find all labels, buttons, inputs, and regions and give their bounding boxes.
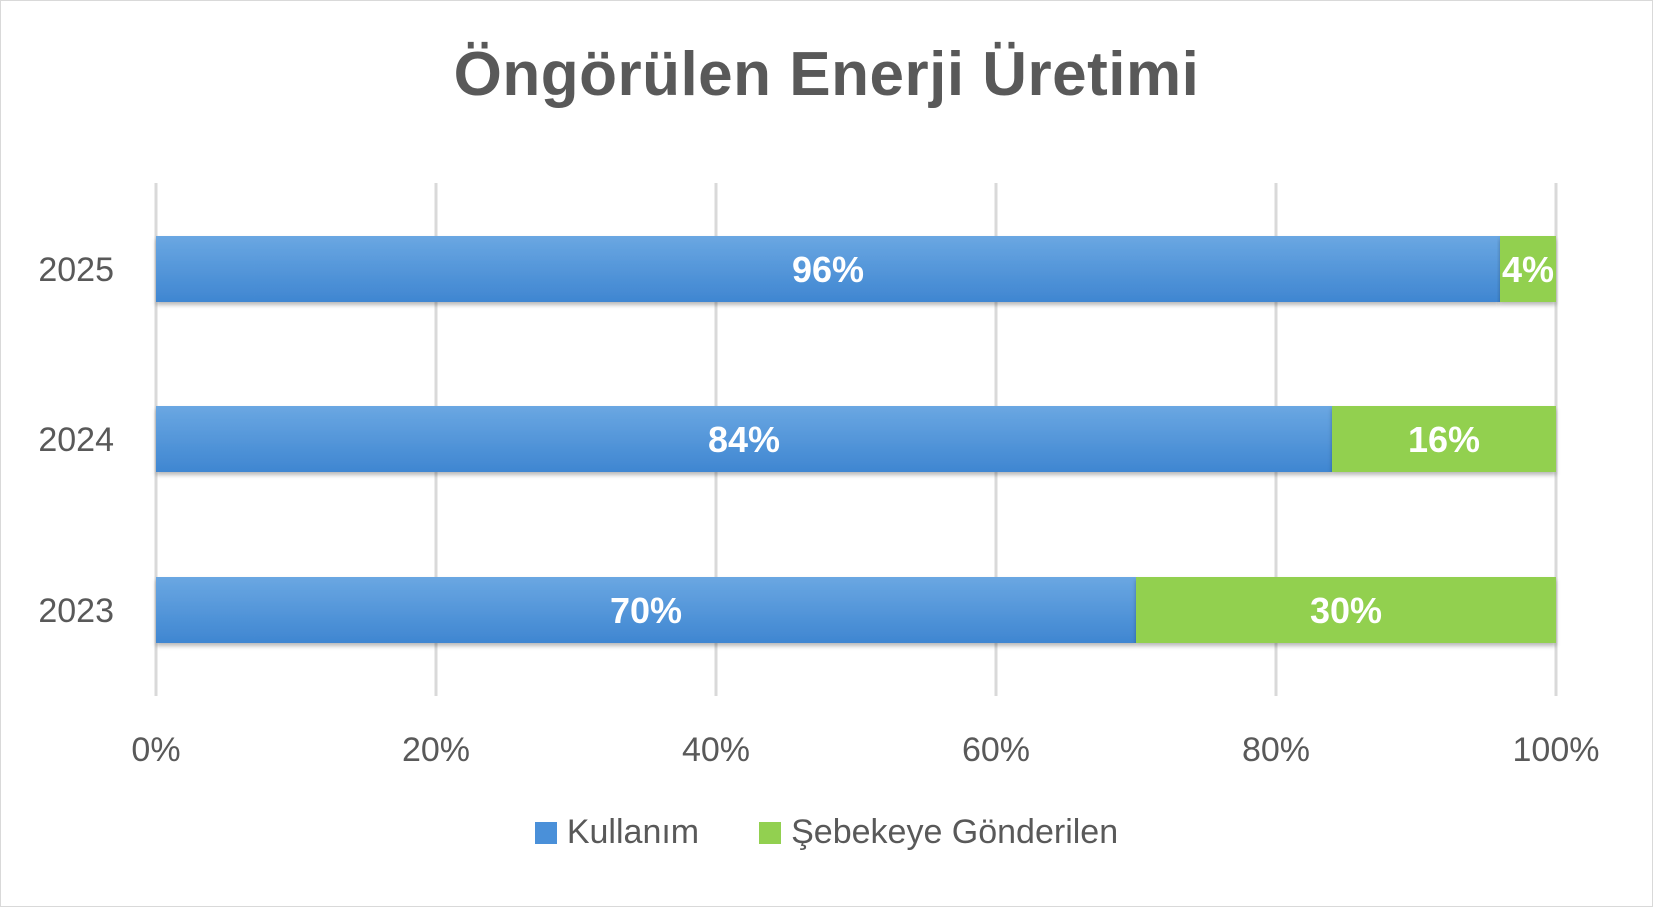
y-tick-label: 2023 — [38, 592, 114, 630]
y-tick-label: 2025 — [38, 251, 114, 289]
x-tick-label: 80% — [1242, 731, 1310, 769]
bar-2024-kullanim — [156, 406, 1332, 472]
bar-2025-kullanim — [156, 236, 1500, 302]
legend-swatch-kullanim — [534, 821, 557, 844]
bars — [156, 236, 1556, 643]
bar-2024-sebekeye-gonderilen — [1332, 406, 1556, 472]
chart-title: Öngörülen Enerji Üretimi — [453, 40, 1200, 109]
data-label: 4% — [1502, 249, 1554, 290]
x-tick-label: 100% — [1513, 731, 1600, 769]
bar-2023-kullanim — [156, 577, 1136, 643]
y-tick-label: 2024 — [38, 421, 114, 459]
bar-2025-sebekeye-gonderilen — [1500, 236, 1556, 302]
data-labels: 96% 4% 84% 16% 70% 30% — [610, 249, 1554, 631]
bar-2023-sebekeye-gonderilen — [1136, 577, 1556, 643]
data-label: 30% — [1310, 590, 1382, 631]
legend: Kullanım Şebekeye Gönderilen — [1, 813, 1652, 852]
legend-label-kullanim: Kullanım — [566, 813, 700, 851]
data-label: 84% — [708, 419, 780, 460]
legend-item-kullanim: Kullanım — [534, 813, 700, 852]
x-tick-label: 60% — [962, 731, 1030, 769]
x-tick-label: 40% — [682, 731, 750, 769]
legend-item-sebekeye-gonderilen: Şebekeye Gönderilen — [759, 813, 1118, 852]
data-label: 16% — [1408, 419, 1480, 460]
data-label: 70% — [610, 590, 682, 631]
x-tick-label: 20% — [402, 731, 470, 769]
legend-swatch-sebekeye-gonderilen — [759, 821, 782, 844]
data-label: 96% — [792, 249, 864, 290]
axes: 0% 20% 40% 60% 80% 100% 2025 2024 2023 — [38, 251, 1599, 769]
legend-label-sebekeye-gonderilen: Şebekeye Gönderilen — [791, 813, 1119, 851]
x-tick-label: 0% — [131, 731, 180, 769]
